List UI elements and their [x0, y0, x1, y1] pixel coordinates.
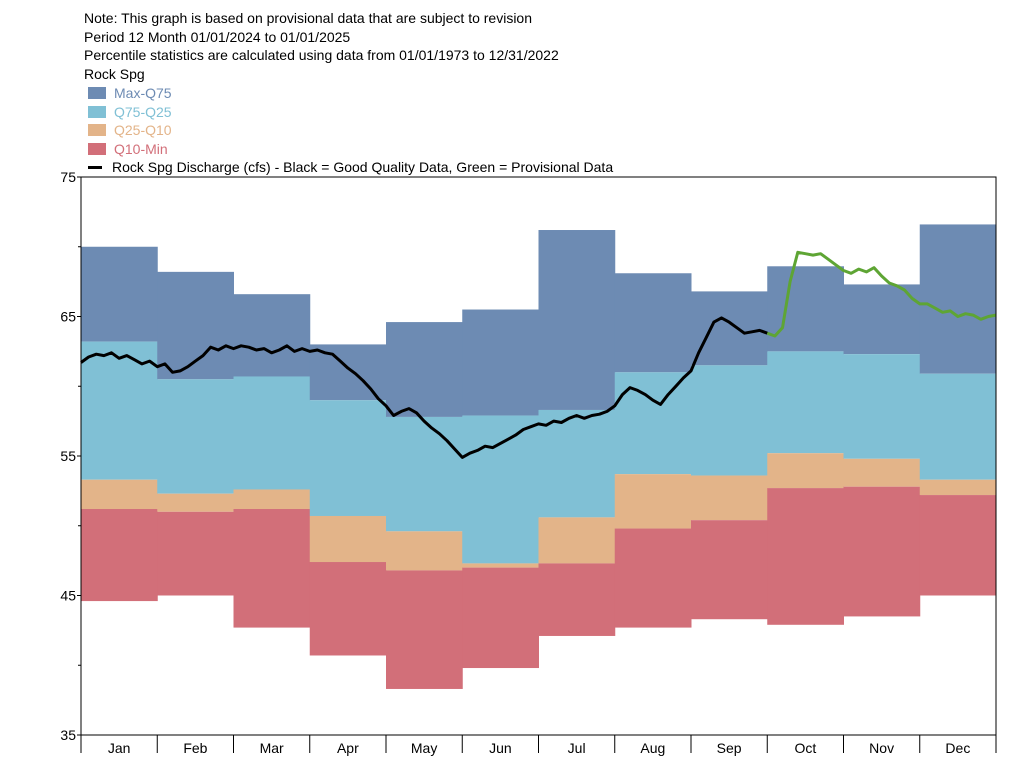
- period-text: Period 12 Month 01/01/2024 to 01/01/2025: [84, 28, 351, 45]
- band-q25-q10-dec: [919, 479, 997, 496]
- band-max-q75-sep: [691, 291, 768, 366]
- band-q25-q10-nov: [843, 458, 921, 487]
- chart-legend: Max-Q75 Q75-Q25 Q25-Q10 Q10-Min Rock Spg…: [88, 84, 613, 177]
- station-name: Rock Spg: [84, 65, 145, 82]
- band-q10-min-apr: [309, 562, 387, 656]
- legend-label-q10-min: Q10-Min: [114, 140, 168, 157]
- band-max-q75-jun: [462, 309, 539, 416]
- band-q75-q25-apr: [309, 400, 387, 516]
- band-q25-q10-mar: [233, 489, 311, 510]
- band-q75-q25-aug: [614, 372, 692, 475]
- x-tick-label-jul: Jul: [568, 740, 586, 756]
- band-q75-q25-feb: [157, 379, 234, 494]
- legend-swatch-q25-q10: [88, 124, 106, 137]
- band-q75-q25-jul: [538, 409, 616, 518]
- x-tick-label-jan: Jan: [108, 740, 131, 756]
- x-tick-label-feb: Feb: [183, 740, 207, 756]
- band-q25-q10-may: [386, 531, 463, 571]
- band-max-q75-jul: [538, 230, 616, 410]
- band-q10-min-mar: [233, 509, 311, 628]
- x-tick-label-aug: Aug: [640, 740, 665, 756]
- legend-label-q25-q10: Q25-Q10: [114, 122, 172, 138]
- band-q25-q10-aug: [614, 474, 692, 529]
- chart-header: Note: This graph is based on provisional…: [84, 9, 559, 83]
- x-tick-label-sep: Sep: [717, 740, 742, 756]
- y-tick-label-75: 75: [60, 169, 76, 185]
- band-q75-q25-oct: [767, 351, 844, 454]
- band-q75-q25-mar: [233, 376, 311, 490]
- legend-item-q25-q10: Q25-Q10: [88, 121, 613, 140]
- band-q10-min-nov: [843, 486, 921, 617]
- band-q10-min-jun: [462, 567, 539, 669]
- band-q75-q25-may: [386, 416, 463, 532]
- band-q10-min-aug: [614, 528, 692, 628]
- band-q10-min-may: [386, 570, 463, 689]
- band-q75-q25-nov: [843, 354, 921, 459]
- band-max-q75-jan: [81, 246, 158, 342]
- y-tick-label-65: 65: [60, 309, 76, 325]
- y-tick-label-45: 45: [60, 588, 76, 604]
- band-q25-q10-sep: [691, 475, 768, 521]
- band-q10-min-feb: [157, 511, 234, 596]
- band-q25-q10-jul: [538, 517, 616, 564]
- x-tick-label-mar: Mar: [260, 740, 284, 756]
- band-q10-min-jan: [81, 509, 158, 602]
- band-q75-q25-sep: [691, 365, 768, 476]
- provisional-note: Note: This graph is based on provisional…: [84, 10, 532, 26]
- band-max-q75-oct: [767, 266, 844, 352]
- x-tick-label-jun: Jun: [489, 740, 512, 756]
- band-max-q75-dec: [919, 224, 997, 374]
- band-q10-min-dec: [919, 495, 997, 596]
- x-tick-label-may: May: [411, 740, 437, 756]
- y-tick-label-35: 35: [60, 727, 76, 743]
- x-tick-label-dec: Dec: [945, 740, 970, 756]
- legend-line-swatch: [88, 165, 102, 169]
- band-q75-q25-dec: [919, 373, 997, 480]
- band-q10-min-jul: [538, 563, 616, 636]
- discharge-lines: [80, 250, 997, 459]
- band-max-q75-aug: [614, 273, 692, 373]
- band-max-q75-feb: [157, 271, 234, 380]
- x-tick-label-apr: Apr: [337, 740, 359, 756]
- band-q10-min-sep: [691, 520, 768, 620]
- band-max-q75-nov: [843, 284, 921, 355]
- band-q25-q10-jun: [462, 563, 539, 568]
- band-q25-q10-apr: [309, 515, 387, 563]
- x-tick-label-nov: Nov: [869, 740, 894, 756]
- chart-axes: 35 45 55 65 75 Jan Feb Mar Apr May Jun Jul Aug Sep Oct…: [60, 169, 997, 756]
- percentile-bands: [81, 224, 997, 689]
- legend-item-q10-min: Q10-Min: [88, 140, 613, 159]
- legend-item-max-q75: Max-Q75: [88, 84, 613, 103]
- band-max-q75-mar: [233, 294, 311, 377]
- legend-label-discharge: Rock Spg Discharge (cfs) - Black = Good …: [112, 159, 614, 175]
- legend-swatch-max-q75: [88, 87, 106, 100]
- legend-item-q75-q25: Q75-Q25: [88, 103, 613, 122]
- discharge-line-good: [80, 316, 768, 459]
- band-q25-q10-oct: [767, 453, 844, 489]
- legend-item-discharge: Rock Spg Discharge (cfs) - Black = Good …: [88, 158, 613, 177]
- legend-swatch-q10-min: [88, 142, 106, 155]
- band-max-q75-may: [386, 322, 463, 417]
- band-q25-q10-feb: [157, 493, 234, 512]
- legend-label-q75-q25: Q75-Q25: [114, 103, 172, 120]
- band-q25-q10-jan: [81, 479, 158, 510]
- band-q10-min-oct: [767, 488, 844, 625]
- x-tick-label-oct: Oct: [794, 740, 816, 756]
- legend-label-max-q75: Max-Q75: [114, 85, 172, 101]
- legend-swatch-q75-q25: [88, 105, 106, 118]
- band-q75-q25-jan: [81, 341, 158, 480]
- band-q75-q25-jun: [462, 415, 539, 564]
- y-tick-label-55: 55: [60, 448, 76, 464]
- discharge-line-provisional: [766, 250, 997, 338]
- percentile-text: Percentile statistics are calculated usi…: [84, 47, 559, 63]
